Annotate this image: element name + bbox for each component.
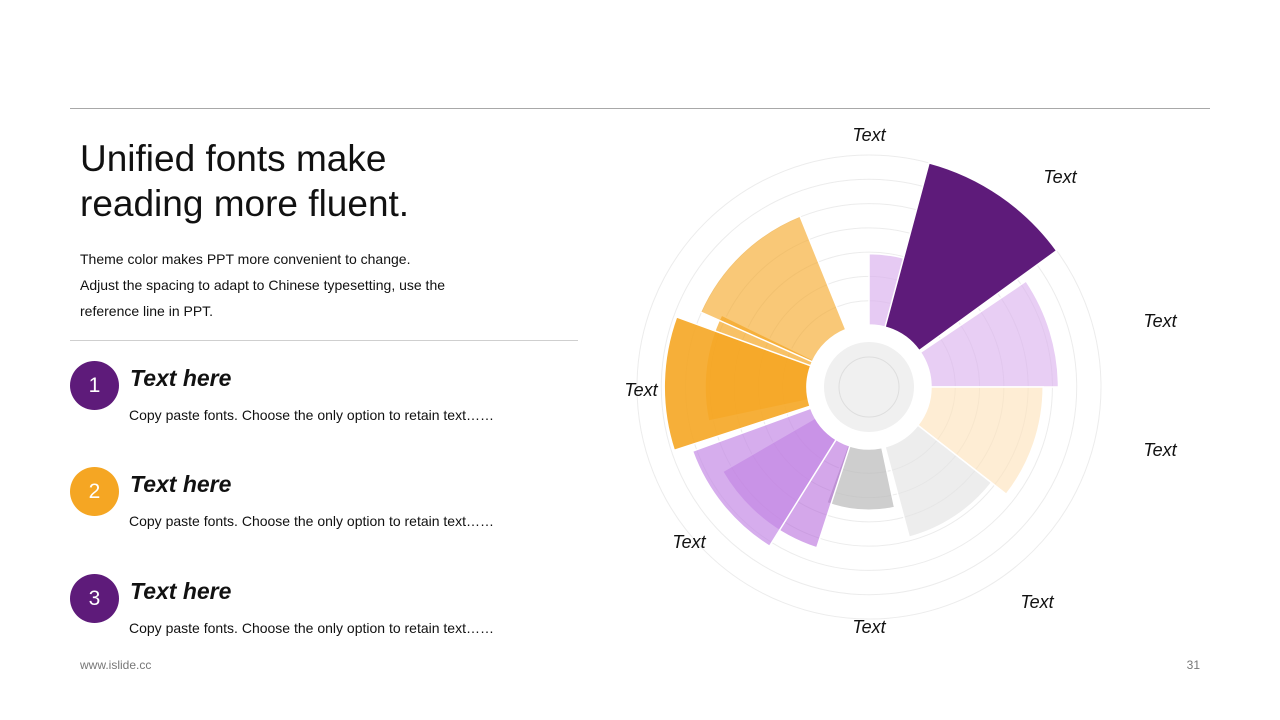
segment-label-orange-light: Text xyxy=(1143,440,1177,460)
item-title-1: Text here xyxy=(130,365,232,391)
segment-label-grey-light: Text xyxy=(1020,592,1054,612)
top-divider xyxy=(70,108,1210,109)
number-badge-2: 2 xyxy=(70,467,119,516)
item-text-2: Copy paste fonts. Choose the only option… xyxy=(129,513,494,529)
segment-label-orange: Text xyxy=(624,380,658,400)
chart-labels: Text Text Text Text Text Text Text Text xyxy=(624,125,1177,637)
list-item-1: 1 Text here Copy paste fonts. Choose the… xyxy=(70,361,590,431)
grid-ring xyxy=(660,178,1078,596)
chart-segments xyxy=(663,161,1060,549)
description-line-3: reference line in PPT. xyxy=(80,303,214,319)
title-line-1: Unified fonts make xyxy=(80,138,387,179)
polar-segment xyxy=(691,407,838,548)
page-number: 31 xyxy=(1186,658,1200,672)
item-text-1: Copy paste fonts. Choose the only option… xyxy=(129,407,494,423)
segment-label-top: Text xyxy=(852,125,886,145)
title-line-2: reading more fluent. xyxy=(80,183,410,224)
item-title-2: Text here xyxy=(130,471,232,497)
list-item-2: 2 Text here Copy paste fonts. Choose the… xyxy=(70,467,590,537)
segment-label-purple-dark: Text xyxy=(1043,167,1077,187)
segment-label-bottom: Text xyxy=(852,617,886,637)
number-badge-1: 1 xyxy=(70,361,119,410)
center-circle xyxy=(824,342,914,432)
polar-segment xyxy=(884,161,1058,352)
polar-segment xyxy=(699,215,847,363)
polar-area-chart: Text Text Text Text Text Text Text Text xyxy=(624,125,1177,637)
center-circle xyxy=(838,356,900,418)
item-text-3: Copy paste fonts. Choose the only option… xyxy=(129,620,494,636)
polar-segment xyxy=(663,315,812,452)
footer-url: www.islide.cc xyxy=(80,658,152,672)
section-divider xyxy=(70,340,578,341)
description-line-2: Adjust the spacing to adapt to Chinese t… xyxy=(80,277,446,293)
number-badge-3: 3 xyxy=(70,574,119,623)
polar-segment xyxy=(884,424,993,539)
segment-label-lavender: Text xyxy=(672,532,706,552)
grid-ring xyxy=(636,154,1102,620)
description-line-1: Theme color makes PPT more convenient to… xyxy=(80,251,411,267)
polar-segment xyxy=(919,279,1060,388)
chart-center xyxy=(813,331,925,443)
description: Theme color makes PPT more convenient to… xyxy=(80,246,500,324)
item-title-3: Text here xyxy=(130,578,232,604)
segment-label-purple-light: Text xyxy=(1143,311,1177,331)
polar-segment xyxy=(916,386,1044,496)
list-item-3: 3 Text here Copy paste fonts. Choose the… xyxy=(70,574,590,644)
slide-title: Unified fonts make reading more fluent. xyxy=(80,136,560,226)
